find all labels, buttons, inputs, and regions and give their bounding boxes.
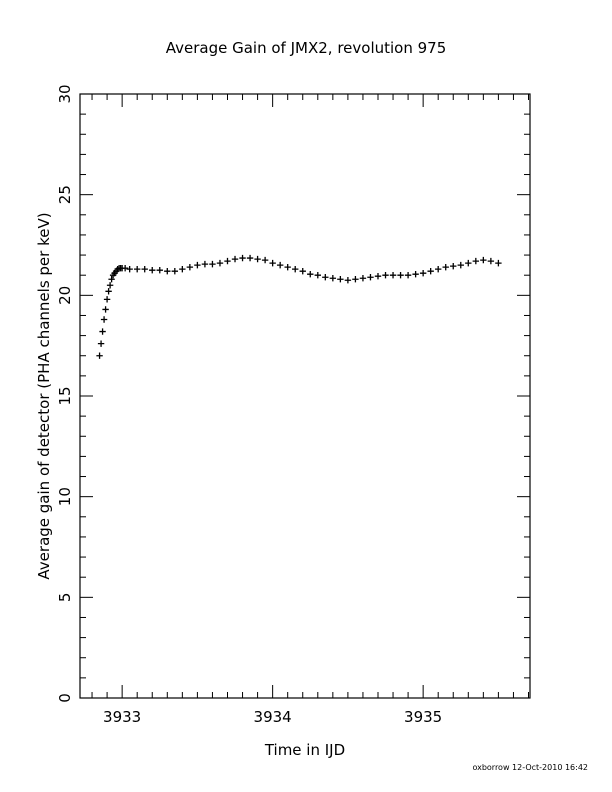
axis-ticks bbox=[80, 93, 530, 699]
data-point bbox=[487, 257, 495, 265]
plot-frame bbox=[79, 93, 531, 699]
data-point bbox=[314, 272, 321, 279]
data-point bbox=[164, 267, 171, 275]
y-tick-label: 5 bbox=[56, 593, 74, 603]
data-point bbox=[121, 264, 129, 272]
y-tick-label: 15 bbox=[56, 386, 74, 405]
data-point bbox=[231, 255, 239, 263]
data-point bbox=[201, 260, 209, 268]
data-point bbox=[239, 254, 246, 262]
data-point bbox=[480, 256, 487, 264]
data-point bbox=[352, 276, 359, 283]
data-point bbox=[307, 270, 314, 278]
y-axis-label: Average gain of detector (PHA channels p… bbox=[35, 212, 53, 579]
x-tick-label: 3934 bbox=[254, 708, 292, 726]
data-point bbox=[224, 257, 231, 265]
data-point bbox=[96, 352, 103, 359]
data-point bbox=[337, 276, 344, 283]
data-point bbox=[99, 328, 106, 335]
data-point bbox=[133, 265, 141, 273]
data-point bbox=[427, 267, 434, 275]
data-point bbox=[194, 261, 201, 269]
data-point bbox=[149, 266, 156, 274]
y-tick-label: 20 bbox=[56, 286, 74, 305]
data-point bbox=[397, 272, 404, 279]
data-point bbox=[442, 263, 449, 271]
data-point bbox=[465, 259, 472, 267]
x-tick-label: 3935 bbox=[404, 708, 442, 726]
data-point bbox=[284, 263, 291, 271]
data-point bbox=[100, 316, 108, 323]
data-point bbox=[171, 267, 179, 275]
data-point bbox=[359, 275, 367, 282]
y-tick-label: 30 bbox=[56, 84, 74, 103]
data-point bbox=[179, 265, 186, 273]
data-points bbox=[96, 254, 502, 359]
data-point bbox=[156, 266, 163, 274]
data-point bbox=[209, 260, 216, 268]
data-point bbox=[276, 261, 284, 269]
data-point bbox=[434, 265, 442, 273]
axis-tick-labels: 3933 3934 3935 0 5 10 15 20 25 30 bbox=[56, 84, 442, 726]
y-tick-label: 25 bbox=[56, 185, 74, 204]
data-point bbox=[97, 340, 105, 347]
data-point bbox=[103, 296, 111, 303]
chart-title: Average Gain of JMX2, revolution 975 bbox=[166, 39, 447, 57]
data-point bbox=[374, 273, 382, 280]
data-point bbox=[495, 259, 502, 267]
data-point bbox=[329, 275, 337, 282]
data-point bbox=[367, 274, 374, 281]
data-point bbox=[105, 288, 112, 295]
data-point bbox=[472, 257, 480, 265]
data-point bbox=[389, 272, 397, 279]
data-point bbox=[254, 255, 261, 263]
footer-credit: oxborrow 12-Oct-2010 16:42 bbox=[472, 763, 588, 772]
y-tick-label: 0 bbox=[56, 693, 74, 703]
data-point bbox=[299, 267, 306, 275]
data-point bbox=[382, 272, 389, 279]
x-axis-label: Time in IJD bbox=[264, 741, 345, 759]
data-point bbox=[216, 259, 224, 267]
data-point bbox=[419, 269, 427, 277]
data-point bbox=[126, 265, 133, 273]
data-point bbox=[404, 272, 412, 279]
data-point bbox=[344, 277, 352, 284]
data-point bbox=[292, 265, 299, 273]
data-point bbox=[269, 259, 276, 267]
x-tick-label: 3933 bbox=[103, 708, 141, 726]
data-point bbox=[412, 270, 419, 278]
data-point bbox=[450, 262, 457, 270]
y-tick-label: 10 bbox=[56, 487, 74, 506]
data-point bbox=[261, 256, 269, 264]
data-point bbox=[102, 306, 109, 313]
data-point bbox=[246, 254, 254, 262]
data-point bbox=[106, 282, 114, 289]
data-point bbox=[108, 276, 115, 283]
data-point bbox=[457, 261, 464, 269]
data-point bbox=[186, 263, 194, 271]
data-point bbox=[322, 274, 329, 281]
data-point bbox=[141, 265, 148, 273]
